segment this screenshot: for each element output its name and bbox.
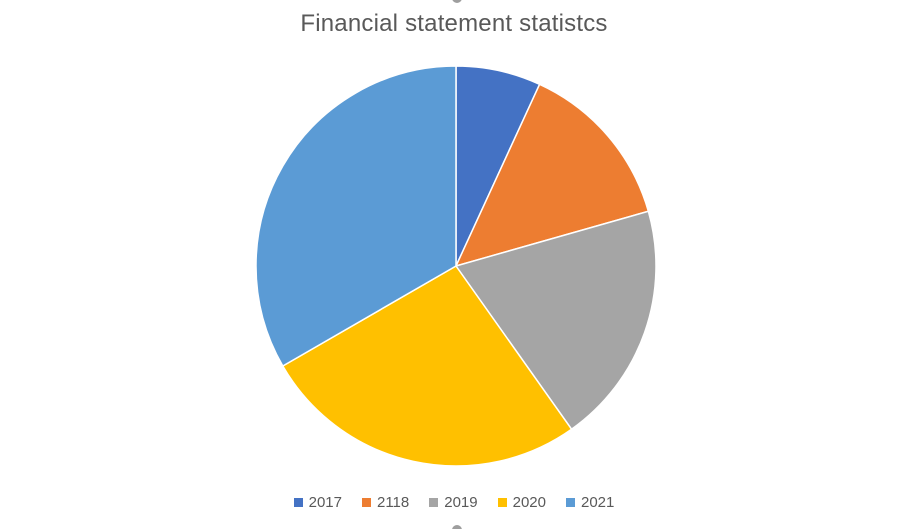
pie-slice-2118[interactable] <box>454 83 650 268</box>
chart-legend: 2017 2118 2019 2020 2021 <box>0 494 908 511</box>
legend-label: 2020 <box>512 494 546 511</box>
legend-item-2021[interactable]: 2021 <box>566 494 614 511</box>
legend-swatch <box>361 498 371 507</box>
pie-slice-2020[interactable] <box>281 265 573 467</box>
pie-slice-2019[interactable] <box>454 210 657 431</box>
chart-title: Financial statement statistcs <box>300 10 608 37</box>
legend-item-2020[interactable]: 2020 <box>497 494 546 511</box>
legend-item-2118[interactable]: 2118 <box>361 494 410 511</box>
legend-label: 2019 <box>444 494 478 511</box>
legend-label: 2017 <box>308 494 342 511</box>
legend-item-2017[interactable]: 2017 <box>293 494 342 511</box>
legend-swatch <box>497 498 507 507</box>
legend-label: 2021 <box>581 494 615 511</box>
pie-slice-2021[interactable] <box>255 65 457 368</box>
resize-handle-bottom[interactable] <box>452 525 462 529</box>
legend-label: 2118 <box>376 494 410 511</box>
legend-swatch <box>293 498 303 507</box>
legend-item-2019[interactable]: 2019 <box>429 494 478 511</box>
legend-swatch <box>566 498 575 507</box>
legend-swatch <box>429 498 439 507</box>
resize-handle-top[interactable] <box>452 0 462 3</box>
